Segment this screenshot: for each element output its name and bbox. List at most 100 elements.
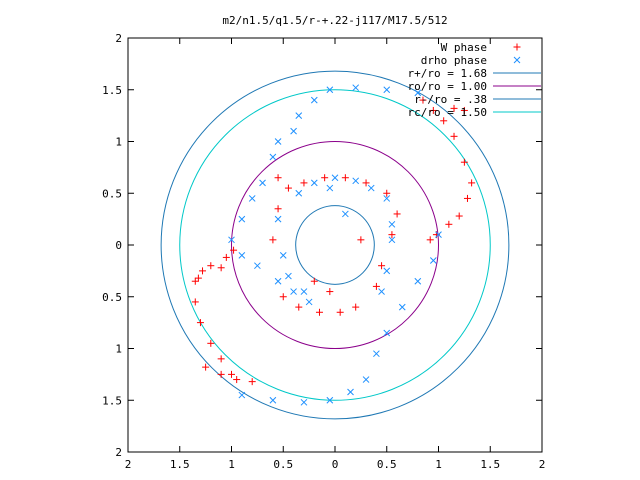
- x-tick-label: 1: [435, 458, 442, 471]
- circle-r-1: [231, 141, 439, 349]
- drho-phase-point: [238, 391, 246, 399]
- legend-label: drho phase: [421, 54, 487, 67]
- w-phase-point: [460, 106, 468, 114]
- legend-label: r+/ro = 1.68: [408, 67, 487, 80]
- drho-phase-point: [352, 84, 360, 92]
- w-phase-point: [450, 132, 458, 140]
- x-axis-ticks: 2 1.5 1 0.5 0 0.5 1 1.5 2: [125, 38, 545, 471]
- w-phase-point: [372, 282, 380, 290]
- w-phase-point: [279, 293, 287, 301]
- w-phase-point: [326, 288, 334, 296]
- drho-phase-points: [228, 84, 442, 406]
- drho-phase-point: [300, 288, 308, 295]
- y-tick-label: 0.5: [102, 291, 122, 304]
- w-phase-point: [207, 262, 215, 270]
- drho-phase-point: [274, 215, 282, 223]
- drho-phase-point: [362, 376, 370, 383]
- y-tick-label: 1.5: [102, 84, 122, 97]
- x-tick-label: 2: [125, 458, 132, 471]
- drho-phase-point: [295, 112, 303, 119]
- w-phase-point: [233, 376, 241, 384]
- w-phase-point: [419, 96, 427, 104]
- drho-phase-point: [414, 277, 422, 285]
- w-phase-point: [300, 179, 308, 187]
- w-phase-point: [450, 104, 458, 112]
- drho-phase-point: [429, 257, 437, 264]
- w-phase-point: [217, 370, 225, 378]
- y-tick-label: 1.5: [102, 394, 122, 407]
- w-phase-point: [388, 231, 396, 239]
- legend-label: rc/ro = 1.50: [408, 106, 487, 119]
- drho-phase-point: [383, 86, 391, 94]
- drho-phase-point: [274, 277, 282, 285]
- w-phase-point: [217, 355, 225, 363]
- legend-marker-w-phase: [513, 43, 521, 51]
- w-phase-point: [269, 236, 277, 244]
- w-phase-point: [455, 212, 463, 220]
- x-tick-label: 0.5: [273, 458, 293, 471]
- legend-label: ro/ro = 1.00: [408, 80, 487, 93]
- drho-phase-point: [347, 388, 354, 396]
- y-tick-label: 0: [115, 239, 122, 252]
- w-phase-point: [321, 174, 329, 182]
- drho-phase-point: [383, 329, 391, 337]
- x-tick-label: 1.5: [170, 458, 190, 471]
- drho-phase-point: [269, 153, 277, 161]
- circle-r-1-5: [179, 89, 491, 401]
- w-phase-point: [191, 298, 199, 306]
- w-phase-point: [207, 339, 215, 347]
- drho-phase-point: [388, 220, 396, 228]
- drho-phase-point: [295, 189, 303, 197]
- drho-phase-point: [285, 272, 292, 280]
- w-phase-points: [191, 96, 476, 386]
- w-phase-point: [383, 189, 391, 197]
- w-phase-point: [191, 277, 199, 285]
- w-phase-point: [341, 174, 349, 182]
- drho-phase-point: [373, 350, 380, 358]
- x-tick-label: 1: [228, 458, 235, 471]
- drho-phase-point: [398, 303, 406, 311]
- w-phase-point: [222, 253, 230, 261]
- drho-phase-point: [310, 96, 318, 104]
- drho-phase-point: [238, 251, 246, 259]
- drho-phase-point: [367, 184, 375, 192]
- x-tick-label: 0.5: [377, 458, 397, 471]
- drho-phase-point: [300, 398, 308, 406]
- legend-marker-drho-phase: [513, 56, 521, 64]
- drho-phase-point: [228, 236, 235, 244]
- x-tick-label: 0: [332, 458, 339, 471]
- drho-phase-point: [259, 179, 266, 187]
- w-phase-point: [194, 274, 202, 282]
- w-phase-point: [196, 319, 204, 327]
- w-phase-point: [429, 106, 437, 114]
- drho-phase-point: [435, 231, 442, 239]
- legend-label: W phase: [441, 41, 487, 54]
- w-phase-point: [228, 370, 235, 378]
- w-phase-point: [274, 205, 282, 213]
- drho-phase-point: [310, 179, 318, 187]
- w-phase-point: [460, 158, 468, 166]
- w-phase-point: [393, 210, 401, 218]
- w-phase-point: [468, 179, 476, 187]
- y-tick-label: 2: [115, 32, 122, 45]
- y-tick-label: 1: [115, 343, 122, 356]
- w-phase-point: [378, 262, 386, 270]
- w-phase-point: [202, 363, 210, 371]
- drho-phase-point: [254, 262, 261, 270]
- drho-phase-point: [274, 138, 282, 145]
- w-phase-point: [362, 179, 370, 187]
- y-tick-label: 0.5: [102, 187, 122, 200]
- circle-r-1-68: [160, 70, 510, 420]
- w-phase-point: [248, 378, 256, 386]
- w-phase-point: [352, 303, 360, 311]
- drho-phase-point: [383, 267, 391, 275]
- drho-phase-point: [326, 396, 334, 404]
- y-axis-ticks: 2 1.5 1 0.5 0 0.5 1 1.5 2: [102, 32, 542, 459]
- reference-circles: [160, 70, 510, 420]
- drho-phase-point: [388, 236, 396, 244]
- drho-phase-point: [290, 127, 297, 135]
- drho-phase-point: [269, 396, 277, 404]
- w-phase-point: [274, 174, 282, 182]
- circle-r-0-38: [295, 205, 375, 285]
